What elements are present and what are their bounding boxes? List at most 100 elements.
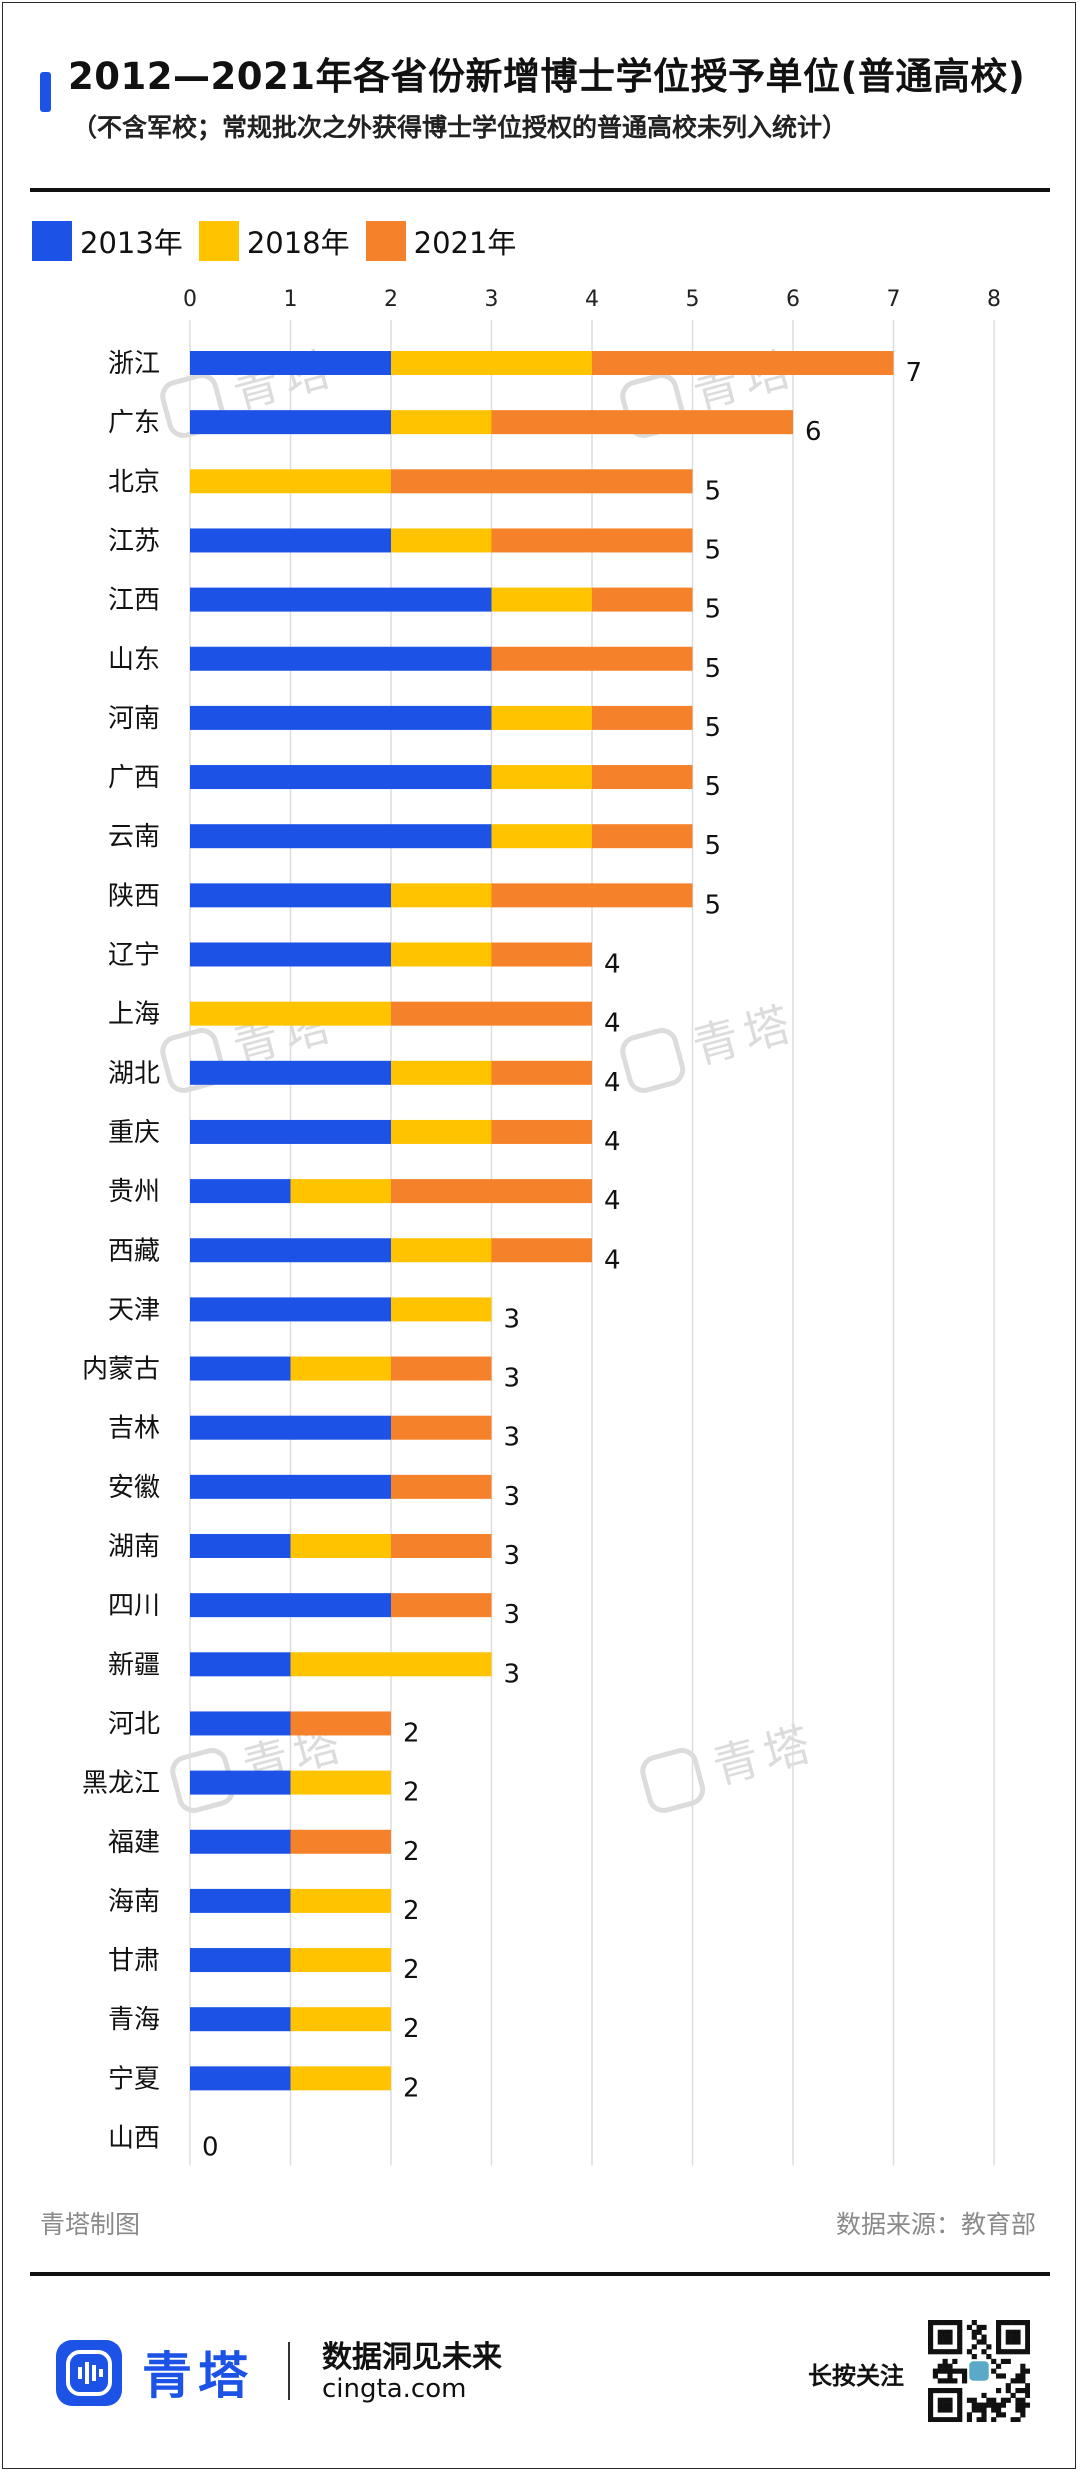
bar-total-label: 4 <box>604 950 621 980</box>
legend-swatch-orange <box>365 221 406 261</box>
legend-item-2018: 2018年 <box>198 220 350 262</box>
category-label: 广东 <box>108 408 160 438</box>
watermark-logo-icon <box>160 1028 226 1093</box>
bar-total-label: 2 <box>403 1837 420 1867</box>
bar-total-label: 2 <box>403 1896 420 1926</box>
bar-total-label: 4 <box>604 1245 621 1275</box>
legend-swatch-yellow <box>198 221 239 261</box>
bar-segment-0 <box>190 824 492 849</box>
category-label: 海南 <box>108 1887 160 1917</box>
category-label: 青海 <box>108 2005 160 2035</box>
category-label: 福建 <box>108 1828 160 1858</box>
bar-segment-2 <box>491 1060 592 1085</box>
category-label: 广西 <box>108 763 160 793</box>
category-label: 甘肃 <box>108 1946 160 1976</box>
legend-swatch-blue <box>32 221 72 261</box>
category-label: 辽宁 <box>108 941 160 971</box>
category-label: 重庆 <box>108 1118 160 1148</box>
x-tick-label: 6 <box>786 287 800 312</box>
category-label: 吉林 <box>108 1414 160 1444</box>
bar-total-label: 3 <box>504 1659 521 1689</box>
logo-waveform-icon <box>66 2350 112 2396</box>
bar-total-label: 0 <box>202 2133 219 2163</box>
bar-segment-0 <box>190 2066 291 2091</box>
category-label: 山西 <box>108 2124 160 2154</box>
bar-segment-2 <box>290 1711 391 1736</box>
bar-segment-2 <box>391 1356 492 1381</box>
bar-total-label: 5 <box>705 772 722 802</box>
bar-segment-1 <box>391 528 492 553</box>
watermark-logo-icon <box>640 1748 706 1813</box>
bar-segment-2 <box>592 824 693 849</box>
brand-slogan: 数据洞见未来 <box>322 2340 502 2375</box>
category-label: 江苏 <box>108 526 160 556</box>
chart-credit: 青塔制图 <box>40 2210 141 2239</box>
category-label: 上海 <box>108 1000 160 1030</box>
bar-segment-2 <box>391 1534 492 1558</box>
bar-segment-1 <box>290 1356 391 1381</box>
category-label: 贵州 <box>108 1177 160 1207</box>
x-tick-label: 3 <box>485 287 499 312</box>
x-tick-label: 8 <box>987 287 1001 312</box>
bar-total-label: 5 <box>705 595 722 625</box>
bar-total-label: 7 <box>906 358 923 388</box>
bar-segment-1 <box>290 1948 391 1973</box>
bar-total-label: 4 <box>604 1009 621 1039</box>
bar-total-label: 4 <box>604 1186 621 1216</box>
bar-segment-1 <box>391 1119 492 1144</box>
bar-segment-0 <box>190 1888 291 1913</box>
bar-segment-1 <box>491 765 592 790</box>
bar-segment-2 <box>391 1474 492 1499</box>
bar-total-label: 2 <box>403 1778 420 1808</box>
bar-segment-0 <box>190 1948 291 1973</box>
bar-segment-2 <box>391 1593 492 1618</box>
bar-segment-2 <box>391 1415 492 1440</box>
bar-segment-2 <box>491 942 592 967</box>
bar-total-label: 2 <box>403 2014 420 2044</box>
qr-code-icon[interactable] <box>928 2320 1031 2423</box>
bar-segment-1 <box>391 942 492 967</box>
bar-segment-1 <box>290 1652 492 1677</box>
x-tick-label: 1 <box>284 287 298 312</box>
bar-segment-0 <box>190 1297 391 1322</box>
bar-total-label: 3 <box>504 1364 521 1394</box>
watermark-2: 青塔 <box>620 995 801 1093</box>
bar-total-label: 5 <box>705 831 722 861</box>
brand-website-link[interactable]: cingta.com <box>322 2374 467 2404</box>
bar-segment-2 <box>491 646 693 671</box>
category-label: 陕西 <box>108 881 160 911</box>
bar-segment-1 <box>290 1888 391 1913</box>
bar-segment-0 <box>190 1415 391 1440</box>
bar-segment-2 <box>592 765 693 790</box>
bar-total-label: 5 <box>705 890 722 920</box>
bar-segment-1 <box>290 1179 391 1204</box>
bar-segment-2 <box>491 528 693 553</box>
category-label: 内蒙古 <box>82 1355 160 1385</box>
bar-segment-2 <box>491 1119 592 1144</box>
legend-label-2018: 2018年 <box>246 226 350 260</box>
x-tick-label: 2 <box>384 287 398 312</box>
bar-segment-1 <box>190 1001 391 1026</box>
x-tick-label: 7 <box>887 287 901 312</box>
category-label: 安徽 <box>108 1473 160 1503</box>
bar-total-label: 6 <box>805 417 822 447</box>
bar-total-label: 4 <box>604 1127 621 1157</box>
chart-title: 2012—2021年各省份新增博士学位授予单位(普通高校) <box>68 55 1026 98</box>
bar-segment-0 <box>190 351 391 375</box>
bar-segment-0 <box>190 646 492 671</box>
bar-total-label: 3 <box>504 1600 521 1630</box>
bar-total-label: 5 <box>705 535 722 565</box>
category-label: 天津 <box>108 1295 160 1325</box>
bar-total-label: 3 <box>504 1482 521 1512</box>
x-tick-label: 4 <box>585 287 599 312</box>
bar-segment-0 <box>190 1593 391 1618</box>
footer-divider <box>30 2272 1050 2276</box>
watermark-logo-icon <box>620 1028 686 1093</box>
bar-segment-2 <box>592 587 693 612</box>
qr-code-pattern <box>928 2320 1031 2423</box>
category-label: 四川 <box>108 1591 160 1621</box>
bar-segment-1 <box>290 1770 391 1795</box>
category-label: 江西 <box>108 586 160 616</box>
category-label: 河北 <box>108 1709 160 1739</box>
bar-segment-0 <box>190 1829 291 1854</box>
